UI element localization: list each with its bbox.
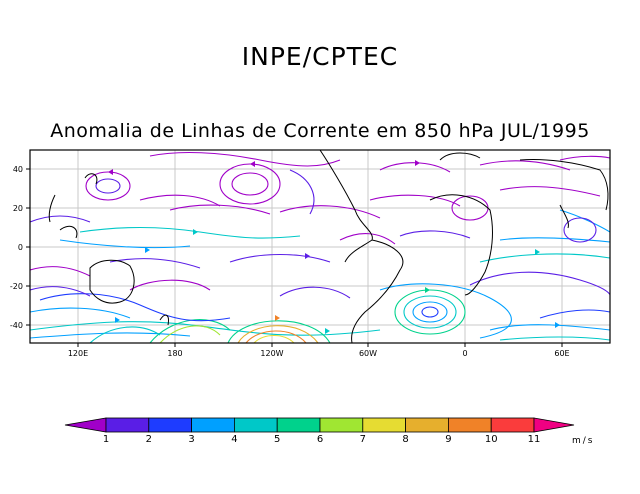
colorbar-units: m/s	[572, 436, 595, 446]
colorbar-tick-label: 10	[485, 434, 498, 445]
lon-label: 60E	[554, 349, 569, 358]
colorbar-box	[447, 417, 492, 433]
colorbar: 1 2 3 4 5 6 7 8 9 10 11 m/s	[64, 417, 595, 446]
colorbar-box	[319, 417, 364, 433]
lat-label: 0	[18, 243, 23, 252]
colorbar-box	[148, 417, 193, 433]
coastlines	[48, 150, 609, 343]
map-subtitle: Anomalia de Linhas de Corrente em 850 hP…	[50, 120, 590, 142]
lat-labels: 40 20 0 -20 -40	[10, 165, 23, 330]
lat-label: -40	[10, 321, 23, 330]
colorbar-box	[490, 417, 535, 433]
axis-ticks	[26, 168, 563, 347]
colorbar-left-arrow	[64, 417, 107, 433]
lon-label: 60W	[359, 349, 377, 358]
colorbar-box	[405, 417, 449, 433]
colorbar-box	[191, 417, 235, 433]
streamlines	[30, 151, 610, 343]
colorbar-tick-label: 3	[188, 434, 194, 445]
colorbar-tick-label: 7	[360, 434, 366, 445]
main-title: INPE/CPTEC	[241, 42, 399, 71]
streamline-arrows	[108, 160, 560, 334]
colorbar-tick-label: 4	[231, 434, 237, 445]
lon-label: 120E	[68, 349, 88, 358]
colorbar-tick-label: 9	[445, 434, 451, 445]
colorbar-tick-label: 5	[274, 434, 280, 445]
colorbar-box	[276, 417, 321, 433]
colorbar-tick-label: 8	[402, 434, 408, 445]
colorbar-box	[233, 417, 278, 433]
colorbar-tick-label: 1	[103, 434, 109, 445]
lat-label: 20	[13, 204, 23, 213]
lon-label: 0	[462, 349, 467, 358]
colorbar-tick-label: 6	[317, 434, 323, 445]
lat-label: -20	[10, 282, 23, 291]
lon-label: 120W	[260, 349, 283, 358]
colorbar-tick-label: 11	[528, 434, 541, 445]
colorbar-boxes	[105, 417, 535, 433]
lon-label: 180	[167, 349, 182, 358]
lon-labels: 120E 180 120W 60W 0 60E	[68, 349, 570, 358]
colorbar-tick-label: 2	[146, 434, 152, 445]
colorbar-box	[362, 417, 406, 433]
colorbar-box	[105, 417, 150, 433]
colorbar-right-arrow	[533, 417, 575, 433]
colorbar-tick-labels: 1 2 3 4 5 6 7 8 9 10 11	[103, 434, 541, 445]
lat-label: 40	[13, 165, 23, 174]
